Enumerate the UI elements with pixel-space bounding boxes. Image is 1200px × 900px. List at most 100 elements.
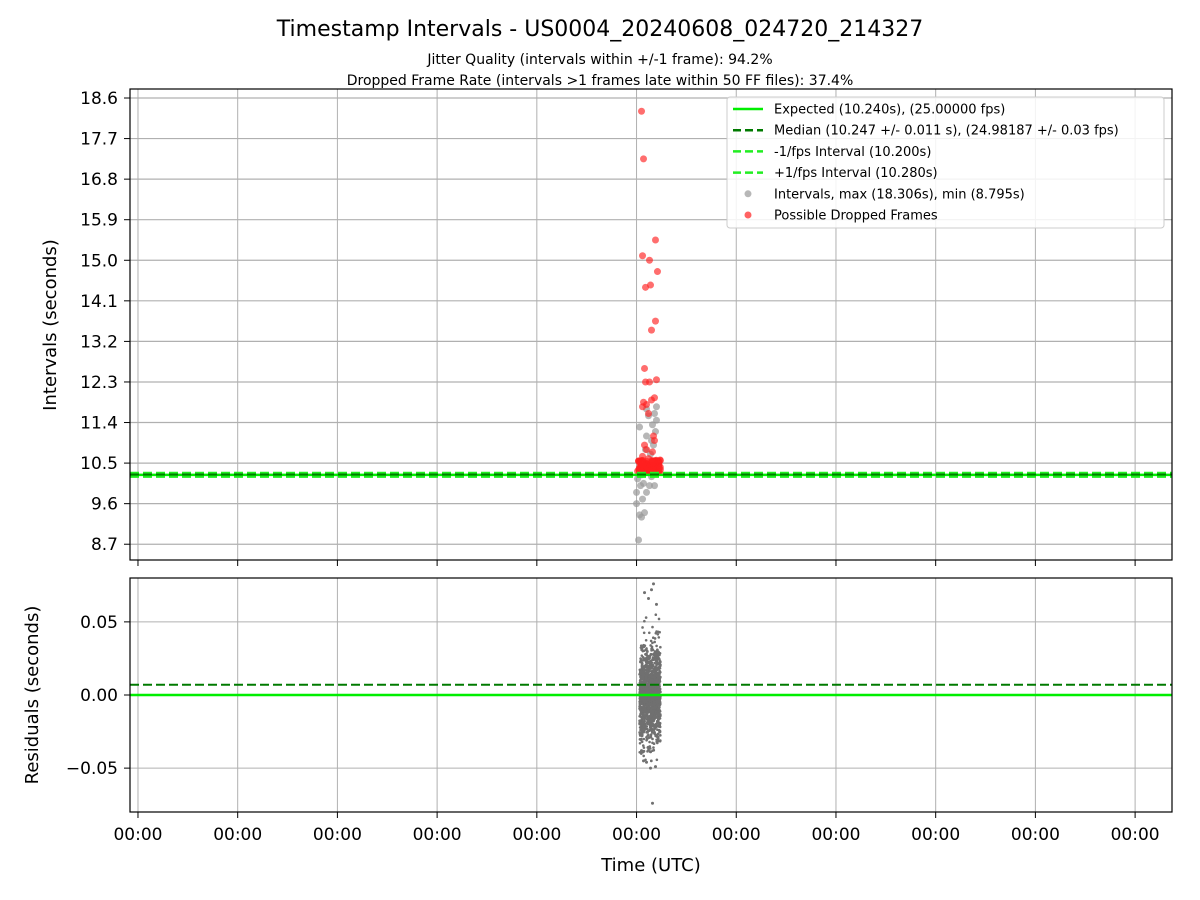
- residual-point: [642, 759, 646, 763]
- dropped-frame-point: [639, 461, 647, 469]
- residual-point: [657, 650, 660, 654]
- residual-point: [658, 630, 661, 634]
- residual-point: [650, 659, 653, 662]
- residual-point: [642, 691, 646, 695]
- residual-point: [639, 644, 643, 647]
- residual-point: [651, 737, 654, 741]
- residual-point: [650, 679, 654, 683]
- residual-point: [641, 720, 645, 724]
- residual-point: [638, 719, 642, 722]
- residual-point: [652, 742, 656, 746]
- x-tick-label: 00:00: [911, 825, 960, 845]
- residuals-plot-frame: [129, 577, 1173, 813]
- residual-point: [643, 706, 647, 710]
- top-y-tick-label: 17.7: [80, 130, 118, 150]
- residual-point: [645, 652, 648, 655]
- residual-point: [653, 765, 657, 769]
- residual-point: [639, 689, 642, 693]
- residual-point: [656, 741, 659, 745]
- dropped-frame-point: [647, 326, 655, 334]
- residual-point: [645, 649, 649, 652]
- dropped-frame-point: [648, 448, 656, 456]
- residual-point: [646, 682, 650, 686]
- interval-point: [648, 421, 656, 429]
- residual-point: [646, 746, 650, 749]
- x-axis-label: Time (UTC): [600, 855, 701, 876]
- residual-point: [646, 734, 649, 737]
- dropped-frame-point: [646, 256, 654, 264]
- x-tick-label: 00:00: [512, 825, 561, 845]
- interval-point: [640, 479, 648, 487]
- residual-point: [647, 736, 651, 739]
- residual-point: [641, 744, 645, 747]
- residual-point: [651, 641, 654, 645]
- residual-point: [640, 734, 644, 738]
- residual-point: [639, 701, 642, 705]
- residual-point: [657, 718, 660, 721]
- interval-point: [633, 488, 641, 496]
- interval-point: [652, 416, 660, 424]
- intervals-plot-frame: [129, 88, 1173, 561]
- residual-point: [658, 666, 662, 670]
- residual-point: [654, 613, 658, 617]
- dropped-frame-point: [656, 463, 664, 471]
- top-y-tick-label: 9.6: [91, 495, 118, 515]
- residual-point: [651, 717, 655, 721]
- residual-point: [648, 716, 652, 719]
- residual-point: [642, 746, 646, 749]
- legend-swatch: [744, 211, 752, 219]
- residual-point: [649, 696, 653, 699]
- residual-point: [643, 619, 646, 623]
- residual-point: [638, 707, 641, 710]
- dropped-frame-point: [651, 236, 659, 244]
- residual-point: [658, 713, 661, 717]
- residual-point: [641, 675, 645, 679]
- residual-point: [649, 588, 653, 592]
- bottom-y-axis-label: Residuals (seconds): [22, 606, 43, 785]
- residual-point: [659, 734, 662, 737]
- residual-point: [653, 657, 657, 661]
- residual-point: [640, 740, 644, 744]
- residual-point: [642, 724, 646, 728]
- x-tick-label: 00:00: [1011, 825, 1060, 845]
- residual-point: [647, 631, 651, 635]
- dropped-frame-point: [642, 378, 650, 386]
- residual-point: [650, 648, 654, 652]
- x-tick-label: 00:00: [213, 825, 262, 845]
- residual-point: [657, 636, 661, 639]
- residual-point: [651, 699, 655, 702]
- residual-point: [656, 676, 660, 680]
- residual-point: [642, 737, 646, 741]
- interval-point: [650, 410, 658, 418]
- residual-point: [647, 596, 651, 600]
- dropped-frame-point: [643, 446, 651, 454]
- residual-point: [657, 686, 660, 689]
- residual-point: [654, 722, 658, 726]
- interval-point: [641, 509, 649, 517]
- top-y-tick-label: 16.8: [80, 170, 118, 190]
- legend-label: Expected (10.240s), (25.00000 fps): [774, 103, 1005, 118]
- residual-point: [650, 713, 654, 717]
- residual-point: [656, 735, 660, 738]
- top-y-tick-label: 12.3: [80, 373, 118, 393]
- residual-point: [638, 750, 642, 754]
- x-tick-label: 00:00: [811, 825, 860, 845]
- residual-point: [645, 760, 649, 764]
- dropped-frame-point: [641, 364, 649, 372]
- legend-box: [726, 96, 1165, 229]
- residual-point: [649, 750, 653, 754]
- residual-point: [640, 658, 644, 662]
- dropped-frame-point: [651, 317, 659, 325]
- top-y-tick-label: 18.6: [80, 89, 118, 109]
- top-y-tick-label: 13.2: [80, 332, 118, 352]
- residual-point: [638, 705, 641, 708]
- residual-point: [655, 758, 659, 762]
- residual-point: [659, 645, 662, 649]
- residual-point: [652, 653, 656, 657]
- dropped-frame-point: [638, 107, 646, 115]
- chart-subtitle-1: Jitter Quality (intervals within +/-1 fr…: [426, 52, 772, 68]
- residual-point: [643, 670, 646, 674]
- residual-point: [657, 716, 661, 719]
- x-tick-label: 00:00: [1111, 825, 1160, 845]
- interval-point: [639, 495, 647, 503]
